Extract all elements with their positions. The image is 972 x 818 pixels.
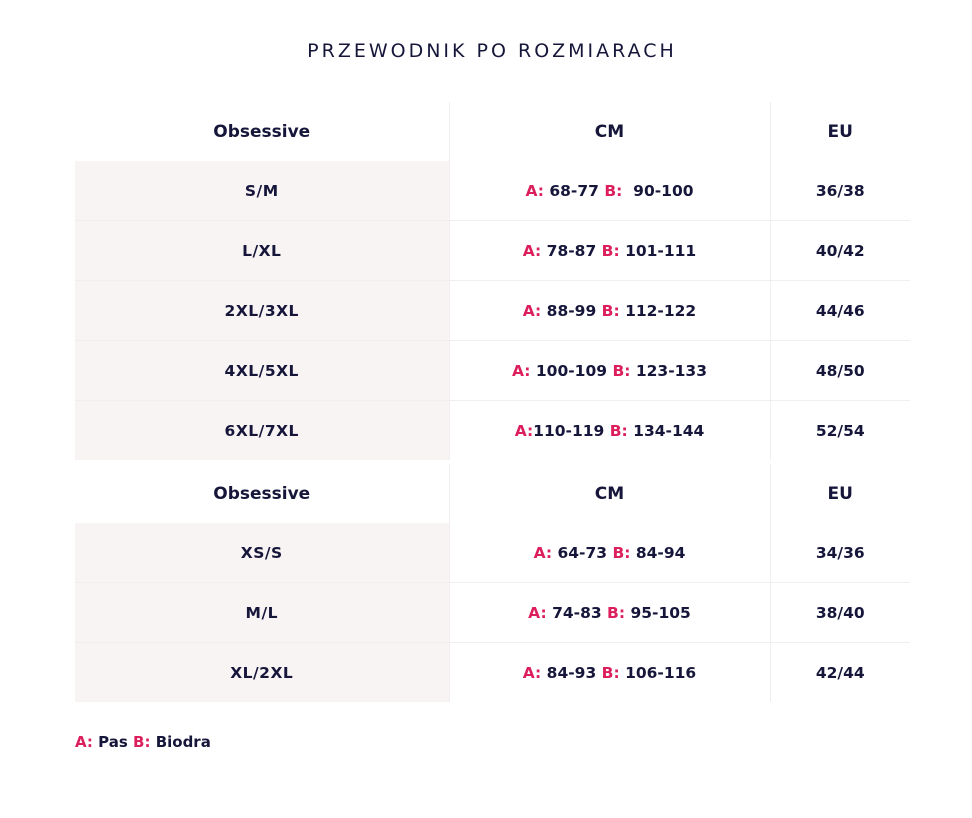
hips-label: B: xyxy=(607,603,626,622)
size-cell: XL/2XL xyxy=(75,642,449,702)
header-eu: EU xyxy=(769,464,910,523)
waist-value: 78-87 xyxy=(546,241,597,260)
cm-cell: A: 68-77 B: 90-100 xyxy=(448,161,770,221)
table-row: M/L A: 74-83 B: 95-105 38/40 xyxy=(75,582,910,643)
size-table-1: Obsessive CM EU S/M A: 68-77 B: 90-100 3… xyxy=(75,102,910,460)
table-row: 4XL/5XL A: 100-109 B: 123-133 48/50 xyxy=(75,340,910,401)
size-cell: 2XL/3XL xyxy=(75,280,449,341)
legend-hips-text: Biodra xyxy=(155,733,211,751)
header-cm: CM xyxy=(448,464,770,523)
hips-value: 84-94 xyxy=(635,543,686,562)
eu-cell: 42/44 xyxy=(769,642,910,702)
waist-value: 68-77 xyxy=(549,181,599,200)
waist-label: A: xyxy=(511,361,531,380)
header-eu: EU xyxy=(769,102,910,161)
hips-label: B: xyxy=(601,301,620,320)
size-cell: 6XL/7XL xyxy=(75,400,449,460)
waist-value: 88-99 xyxy=(546,301,597,320)
hips-value: 101-111 xyxy=(625,241,697,260)
header-brand: Obsessive xyxy=(75,102,449,161)
hips-label: B: xyxy=(612,543,631,562)
waist-label: A: xyxy=(522,241,542,260)
waist-label: A: xyxy=(533,543,553,562)
hips-value: 90-100 xyxy=(633,181,694,200)
table-row: XS/S A: 64-73 B: 84-94 34/36 xyxy=(75,523,910,583)
header-brand: Obsessive xyxy=(75,464,449,523)
page-title: PRZEWODNIK PO ROZMIARACH xyxy=(307,40,677,62)
table-row: 2XL/3XL A: 88-99 B: 112-122 44/46 xyxy=(75,280,910,341)
hips-value: 123-133 xyxy=(635,361,708,380)
size-cell: S/M xyxy=(75,161,449,221)
waist-value: 84-93 xyxy=(546,663,597,682)
waist-label: A: xyxy=(528,603,547,622)
cm-cell: A: 64-73 B: 84-94 xyxy=(448,523,770,583)
hips-value: 95-105 xyxy=(630,603,691,622)
hips-label: B: xyxy=(601,241,620,260)
cm-cell: A: 78-87 B: 101-111 xyxy=(448,220,770,281)
table-header-row: Obsessive CM EU xyxy=(75,464,910,523)
size-cell: XS/S xyxy=(75,523,449,583)
waist-value: 100-109 xyxy=(535,361,608,380)
waist-label: A: xyxy=(522,663,542,682)
waist-label: A: xyxy=(522,301,542,320)
hips-label: B: xyxy=(609,421,628,440)
cm-cell: A: 84-93 B: 106-116 xyxy=(448,642,770,702)
legend: A: Pas B: Biodra xyxy=(75,733,211,751)
eu-cell: 48/50 xyxy=(769,340,910,401)
waist-label: A: xyxy=(514,421,534,440)
waist-value: 74-83 xyxy=(552,603,602,622)
cm-cell: A: 74-83 B: 95-105 xyxy=(448,582,770,643)
hips-label: B: xyxy=(612,361,631,380)
hips-label: B: xyxy=(601,663,620,682)
cm-cell: A:110-119 B: 134-144 xyxy=(448,400,770,460)
waist-label: A: xyxy=(525,181,544,200)
cm-cell: A: 100-109 B: 123-133 xyxy=(448,340,770,401)
table-header-row: Obsessive CM EU xyxy=(75,102,910,161)
eu-cell: 40/42 xyxy=(769,220,910,281)
size-table-2: Obsessive CM EU XS/S A: 64-73 B: 84-94 3… xyxy=(75,464,910,702)
table-row: 6XL/7XL A:110-119 B: 134-144 52/54 xyxy=(75,400,910,460)
eu-cell: 38/40 xyxy=(769,582,910,643)
cm-cell: A: 88-99 B: 112-122 xyxy=(448,280,770,341)
legend-waist-label: A: xyxy=(75,733,93,751)
hips-value: 112-122 xyxy=(625,301,697,320)
size-cell: M/L xyxy=(75,582,449,643)
eu-cell: 44/46 xyxy=(769,280,910,341)
waist-value: 64-73 xyxy=(557,543,608,562)
table-row: XL/2XL A: 84-93 B: 106-116 42/44 xyxy=(75,642,910,702)
table-row: S/M A: 68-77 B: 90-100 36/38 xyxy=(75,161,910,221)
hips-label: B: xyxy=(604,181,623,200)
eu-cell: 34/36 xyxy=(769,523,910,583)
waist-value: 110-119 xyxy=(533,421,605,440)
hips-value: 106-116 xyxy=(625,663,697,682)
legend-waist-text: Pas xyxy=(98,733,128,751)
size-cell: L/XL xyxy=(75,220,449,281)
size-cell: 4XL/5XL xyxy=(75,340,449,401)
hips-value: 134-144 xyxy=(633,421,705,440)
header-cm: CM xyxy=(448,102,770,161)
eu-cell: 36/38 xyxy=(769,161,910,221)
eu-cell: 52/54 xyxy=(769,400,910,460)
table-row: L/XL A: 78-87 B: 101-111 40/42 xyxy=(75,220,910,281)
legend-hips-label: B: xyxy=(133,733,151,751)
